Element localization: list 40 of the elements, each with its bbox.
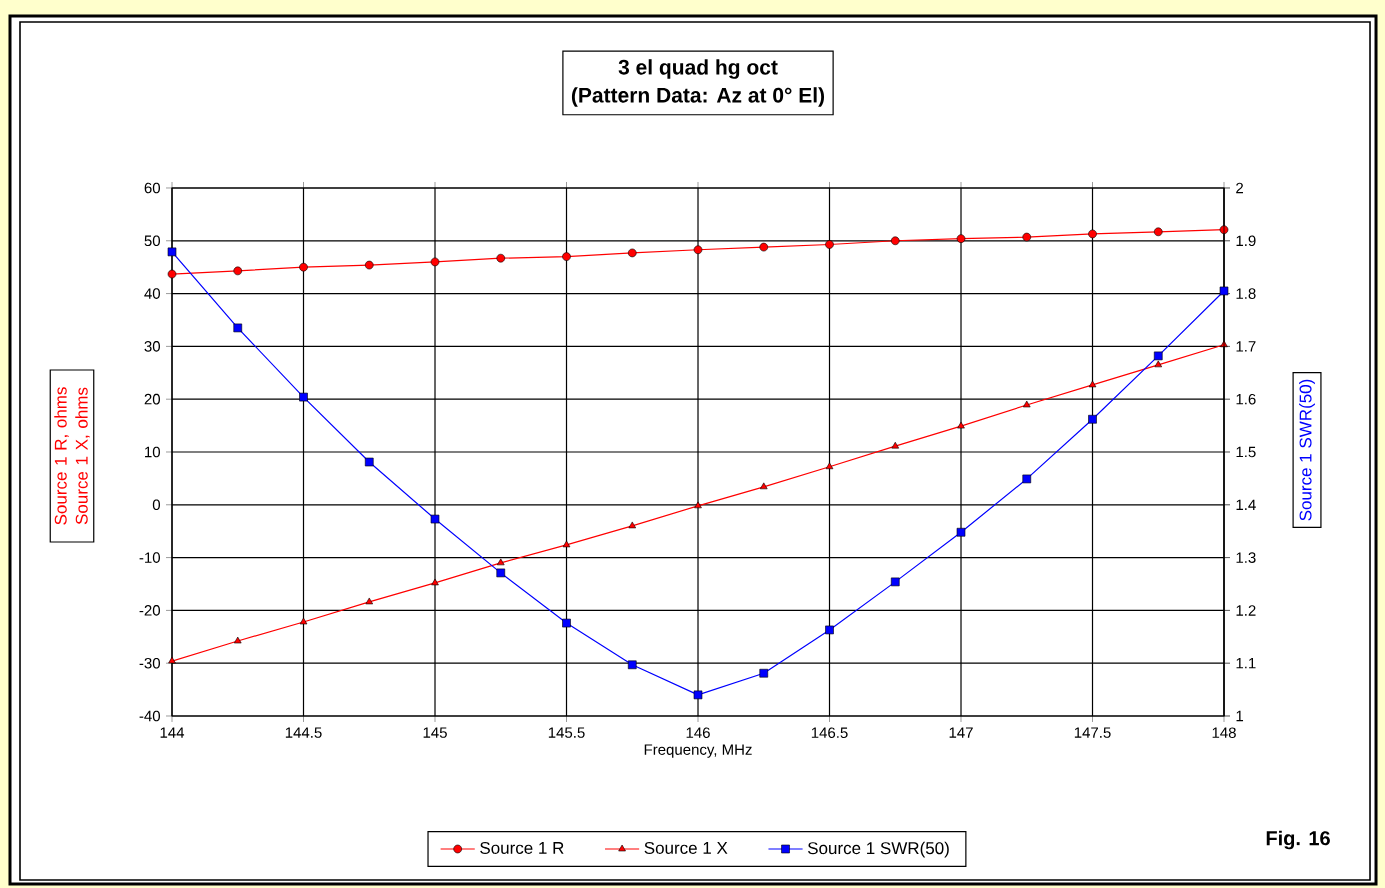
x-axis-title: Frequency, MHz [644, 744, 752, 758]
y2-tick-label: 1.5 [1236, 446, 1256, 458]
y2-axis-title: Source 1 SWR(50) [1299, 379, 1315, 521]
y2-tick-label: 1.1 [1236, 658, 1256, 669]
chart-title: 3 el quad hg oct [618, 59, 778, 79]
y-tick-label: 20 [144, 393, 161, 405]
y-tick-label: -40 [139, 710, 161, 722]
legend-label: Source 1 X [644, 841, 728, 854]
y-tick-label: -20 [139, 605, 161, 616]
y-axis-title: Source 1 R, ohms Source 1 X, ohms [54, 387, 90, 525]
legend-label: Source 1 R [480, 841, 564, 854]
y2-tick-label: 1.9 [1236, 235, 1256, 247]
x-tick-label: 144 [160, 727, 185, 738]
x-tick-label: 148 [1212, 727, 1236, 739]
y-tick-label: 60 [144, 182, 161, 194]
y-tick-label: 50 [144, 235, 161, 247]
y2-tick-label: 1 [1236, 710, 1244, 722]
x-tick-label: 147.5 [1074, 727, 1111, 738]
y-tick-label: 40 [144, 288, 161, 299]
y-tick-label: 10 [145, 446, 161, 458]
chart-subtitle: (Pattern Data: Az at 0° El) [571, 87, 825, 107]
y-tick-label: -30 [139, 657, 161, 669]
y2-tick-label: 1.3 [1236, 552, 1256, 563]
y2-tick-label: 2 [1236, 182, 1243, 194]
y2-tick-label: 1.2 [1236, 605, 1256, 616]
x-tick-label: 147 [949, 727, 973, 738]
y-tick-label: 30 [144, 341, 161, 352]
x-tick-label: 145.5 [548, 727, 585, 738]
y2-tick-label: 1.6 [1236, 393, 1256, 405]
x-tick-label: 144.5 [285, 727, 322, 738]
caption: Fig. 16 [1266, 830, 1330, 850]
y2-tick-label: 1.7 [1236, 341, 1256, 352]
x-tick-label: 145 [423, 727, 447, 738]
x-tick-label: 146 [686, 727, 710, 739]
y-tick-label: -10 [139, 552, 161, 563]
x-tick-label: 146.5 [811, 727, 848, 739]
y2-tick-label: 1.8 [1236, 288, 1256, 299]
y2-tick-label: 1.4 [1236, 499, 1256, 510]
y-tick-label: 0 [152, 499, 161, 511]
legend-label: Source 1 SWR(50) [807, 841, 949, 858]
